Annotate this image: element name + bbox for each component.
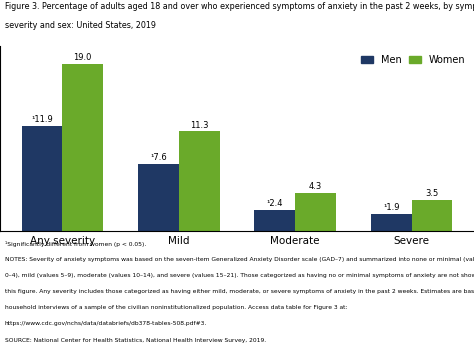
Bar: [179, 131, 219, 231]
Text: ¹7.6: ¹7.6: [150, 153, 167, 162]
Text: ¹11.9: ¹11.9: [31, 115, 53, 124]
Text: ¹1.9: ¹1.9: [383, 203, 400, 212]
Bar: [21, 126, 62, 231]
Bar: [255, 210, 295, 231]
Bar: [412, 200, 453, 231]
Text: 11.3: 11.3: [190, 121, 209, 130]
Text: 0–4), mild (values 5–9), moderate (values 10–14), and severe (values 15–21). Tho: 0–4), mild (values 5–9), moderate (value…: [5, 273, 474, 278]
Text: 19.0: 19.0: [73, 53, 92, 62]
Text: severity and sex: United States, 2019: severity and sex: United States, 2019: [5, 21, 156, 30]
Text: 3.5: 3.5: [426, 189, 439, 198]
Text: ¹2.4: ¹2.4: [266, 199, 283, 208]
Bar: [62, 64, 103, 231]
Bar: [138, 164, 179, 231]
Text: ¹Significantly different from women (p < 0.05).: ¹Significantly different from women (p <…: [5, 241, 146, 247]
Text: this figure. Any severity includes those categorized as having either mild, mode: this figure. Any severity includes those…: [5, 289, 474, 294]
Text: household interviews of a sample of the civilian noninstitutionalized population: household interviews of a sample of the …: [5, 305, 347, 310]
Text: 4.3: 4.3: [309, 182, 322, 191]
Bar: [371, 214, 412, 231]
Bar: [295, 193, 336, 231]
Legend: Men, Women: Men, Women: [357, 51, 469, 69]
Text: Figure 3. Percentage of adults aged 18 and over who experienced symptoms of anxi: Figure 3. Percentage of adults aged 18 a…: [5, 2, 474, 11]
Text: SOURCE: National Center for Health Statistics, National Health Interview Survey,: SOURCE: National Center for Health Stati…: [5, 338, 266, 343]
Text: NOTES: Severity of anxiety symptoms was based on the seven-item Generalized Anxi: NOTES: Severity of anxiety symptoms was …: [5, 257, 474, 262]
Text: https://www.cdc.gov/nchs/data/databriefs/db378-tables-508.pdf#3.: https://www.cdc.gov/nchs/data/databriefs…: [5, 322, 207, 327]
